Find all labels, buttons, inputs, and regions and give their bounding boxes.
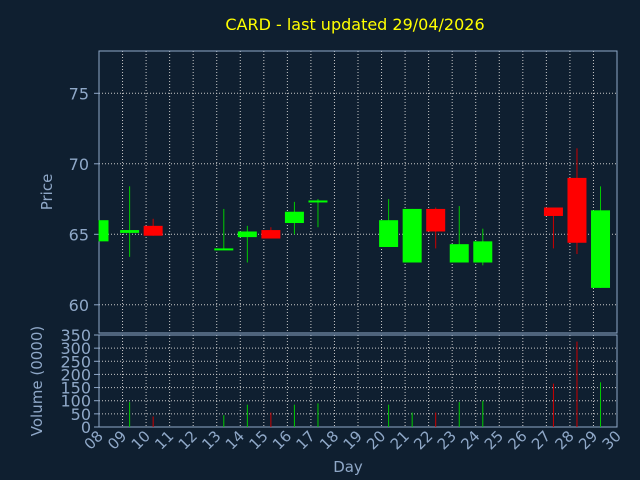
- x-tick-label: 21: [387, 427, 413, 453]
- x-tick-labels: 0809101112131415161718192021222324252627…: [81, 427, 625, 453]
- x-tick-label: 16: [269, 427, 295, 453]
- candle-body: [237, 231, 257, 238]
- candle-body: [567, 177, 587, 243]
- candle-body: [402, 208, 422, 263]
- x-tick-label: 13: [198, 427, 224, 453]
- candle-body: [284, 211, 304, 224]
- volume-axis-label: Volume (0000): [28, 326, 46, 436]
- candle-body: [261, 230, 281, 239]
- volume-tick-label: 350: [60, 326, 91, 345]
- volume-tick-label: 300: [60, 339, 91, 358]
- x-tick-label: 10: [128, 427, 154, 453]
- candle-body: [308, 200, 328, 203]
- candle-body: [143, 225, 163, 236]
- x-tick-label: 27: [528, 427, 554, 453]
- volume-tick-label: 0: [81, 418, 91, 437]
- candle-body: [99, 220, 109, 242]
- x-tick-label: 17: [293, 427, 319, 453]
- candle-body: [543, 207, 563, 216]
- x-tick-label: 11: [151, 427, 177, 453]
- x-tick-label: 15: [245, 427, 271, 453]
- candle-body: [591, 210, 611, 288]
- x-tick-label: 25: [481, 427, 507, 453]
- x-tick-label: 22: [410, 427, 436, 453]
- x-tick-label: 14: [222, 427, 248, 453]
- x-tick-label: 18: [316, 427, 342, 453]
- x-tick-label: 09: [104, 427, 130, 453]
- price-tick-label: 75: [69, 84, 89, 103]
- candle-body: [120, 230, 140, 233]
- candle-body: [473, 241, 493, 263]
- price-panel: 60 65 70 75: [69, 50, 618, 334]
- price-tick-label: 70: [69, 155, 89, 174]
- x-tick-label: 30: [599, 427, 625, 453]
- volume-tick-label: 250: [60, 352, 91, 371]
- price-axis-label: Price: [38, 174, 56, 211]
- volume-panel-frame: [98, 334, 618, 428]
- x-tick-label: 20: [363, 427, 389, 453]
- x-axis-label: Day: [333, 458, 363, 476]
- x-tick-label: 28: [552, 427, 578, 453]
- chart-title: CARD - last updated 29/04/2026: [225, 15, 484, 34]
- x-tick-label: 12: [175, 427, 201, 453]
- volume-tick-label: 150: [60, 379, 91, 398]
- x-tick-label: 26: [504, 427, 530, 453]
- price-tick-label: 65: [69, 225, 89, 244]
- x-tick-label: 19: [340, 427, 366, 453]
- volume-tick-label: 100: [60, 392, 91, 411]
- x-tick-label: 23: [434, 427, 460, 453]
- volume-tick-label: 200: [60, 365, 91, 384]
- volume-tick-label: 50: [71, 405, 91, 424]
- candle-body: [214, 248, 234, 251]
- candle-body: [379, 220, 399, 247]
- x-tick-label: 29: [575, 427, 601, 453]
- price-tick-label: 60: [69, 296, 89, 315]
- candle-body: [426, 208, 446, 232]
- x-tick-label: 24: [457, 427, 483, 453]
- candle-body: [449, 244, 469, 263]
- price-panel-frame: [98, 50, 618, 334]
